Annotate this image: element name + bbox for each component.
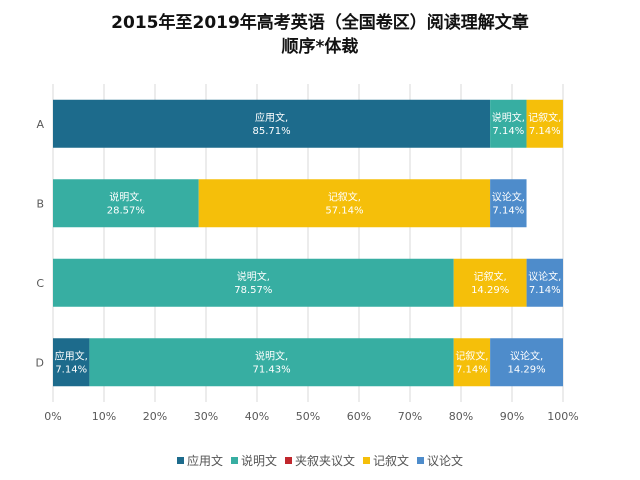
x-tick-label: 50%: [296, 410, 320, 423]
x-tick-label: 40%: [245, 410, 269, 423]
legend-swatch: [417, 457, 425, 464]
data-label-series: 记叙文,: [328, 190, 361, 203]
data-label-value: 7.14%: [529, 285, 561, 296]
legend-item: 议论文: [417, 452, 463, 469]
data-label-series: 应用文,: [55, 349, 88, 362]
bar-segment: [198, 179, 491, 228]
x-tick-label: 60%: [347, 410, 371, 423]
legend-label: 议论文: [427, 454, 464, 468]
data-label-value: 7.14%: [492, 205, 524, 216]
legend-item: 应用文: [176, 452, 223, 469]
data-label-series: 说明文,: [237, 270, 270, 283]
data-label-series: 记叙文,: [528, 111, 561, 124]
bar-segment: [53, 99, 491, 148]
category-label: B: [36, 197, 44, 210]
category-label: D: [36, 356, 44, 369]
data-label-series: 应用文,: [255, 111, 288, 124]
bar-segment: [453, 338, 491, 387]
bar-segment: [526, 99, 563, 148]
x-tick-label: 20%: [143, 410, 167, 423]
legend-item: 夹叙夹议文: [284, 452, 355, 469]
data-label-value: 14.29%: [471, 285, 509, 296]
x-tick-label: 30%: [194, 410, 218, 423]
chart-legend: 应用文 说明文 夹叙夹议文 记叙文 议论文: [0, 452, 640, 469]
data-label-value: 7.14%: [55, 364, 87, 375]
x-tick-label: 90%: [500, 410, 524, 423]
category-label: A: [36, 118, 44, 131]
bar-segment: [53, 258, 454, 307]
data-label-series: 议论文,: [528, 270, 561, 283]
x-tick-label: 80%: [449, 410, 473, 423]
data-label-value: 57.14%: [325, 205, 363, 216]
chart-title-line-2: 顺序*体裁: [281, 37, 359, 57]
data-label-series: 议论文,: [510, 349, 543, 362]
data-label-value: 7.14%: [529, 126, 561, 137]
bar-segment: [526, 258, 563, 307]
data-label-value: 85.71%: [252, 126, 290, 137]
legend-swatch: [176, 457, 184, 464]
data-label-series: 记叙文,: [474, 270, 507, 283]
legend-swatch: [363, 457, 370, 464]
bar-segment: [453, 258, 527, 307]
x-tick-label: 10%: [92, 410, 116, 423]
bar-segment: [490, 99, 527, 148]
data-label-value: 7.14%: [456, 364, 488, 375]
legend-swatch: [230, 457, 238, 464]
x-tick-label: 0%: [44, 410, 61, 423]
data-label-series: 记叙文,: [455, 349, 488, 362]
data-label-value: 28.57%: [107, 205, 145, 216]
chart-title-line-1: 2015年至2019年高考英语（全国卷区）阅读理解文章: [111, 13, 529, 33]
legend-label: 夹叙夹议文: [294, 454, 355, 468]
x-tick-label: 100%: [547, 410, 578, 423]
legend-swatch: [284, 457, 292, 464]
data-label-series: 说明文,: [255, 349, 288, 362]
legend-item: 记叙文: [363, 452, 409, 469]
legend-label: 应用文: [186, 454, 223, 468]
data-label-series: 议论文,: [492, 190, 525, 203]
legend-item: 说明文: [230, 452, 277, 469]
data-label-value: 71.43%: [252, 364, 290, 375]
data-label-value: 7.14%: [492, 126, 524, 137]
data-label-series: 说明文,: [492, 111, 525, 124]
data-label-series: 说明文,: [109, 190, 142, 203]
category-label: C: [36, 277, 44, 290]
data-label-value: 14.29%: [507, 364, 545, 375]
x-tick-label: 70%: [398, 410, 422, 423]
legend-label: 说明文: [240, 454, 277, 468]
bar-segment: [490, 179, 527, 228]
bar-segment: [53, 338, 90, 387]
bar-segment: [490, 338, 563, 387]
data-label-value: 78.57%: [234, 285, 272, 296]
bar-segment: [89, 338, 454, 387]
bar-segment: [53, 179, 199, 228]
legend-label: 记叙文: [373, 454, 410, 468]
